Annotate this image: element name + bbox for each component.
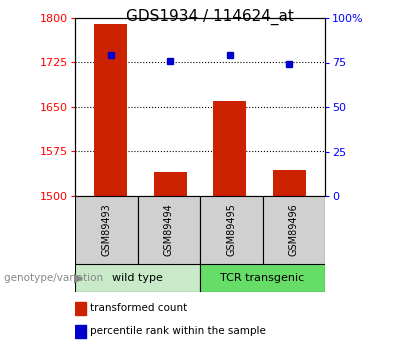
Bar — [200, 264, 325, 292]
Bar — [75, 302, 86, 315]
Text: GSM89495: GSM89495 — [226, 204, 236, 256]
Bar — [75, 325, 86, 338]
Bar — [75, 196, 137, 264]
Text: wild type: wild type — [112, 273, 163, 283]
Bar — [200, 196, 262, 264]
Bar — [273, 170, 306, 196]
Text: GSM89494: GSM89494 — [164, 204, 174, 256]
Text: percentile rank within the sample: percentile rank within the sample — [90, 326, 266, 336]
Text: ▶: ▶ — [74, 272, 83, 285]
Bar — [154, 172, 186, 196]
Text: GSM89496: GSM89496 — [289, 204, 299, 256]
Bar — [262, 196, 325, 264]
Text: genotype/variation: genotype/variation — [4, 273, 107, 283]
Text: GSM89493: GSM89493 — [101, 204, 111, 256]
Bar — [94, 24, 127, 196]
Bar — [137, 196, 200, 264]
Bar — [213, 101, 246, 196]
Text: GDS1934 / 114624_at: GDS1934 / 114624_at — [126, 9, 294, 25]
Bar — [75, 264, 200, 292]
Text: TCR transgenic: TCR transgenic — [220, 273, 304, 283]
Text: transformed count: transformed count — [90, 303, 187, 313]
